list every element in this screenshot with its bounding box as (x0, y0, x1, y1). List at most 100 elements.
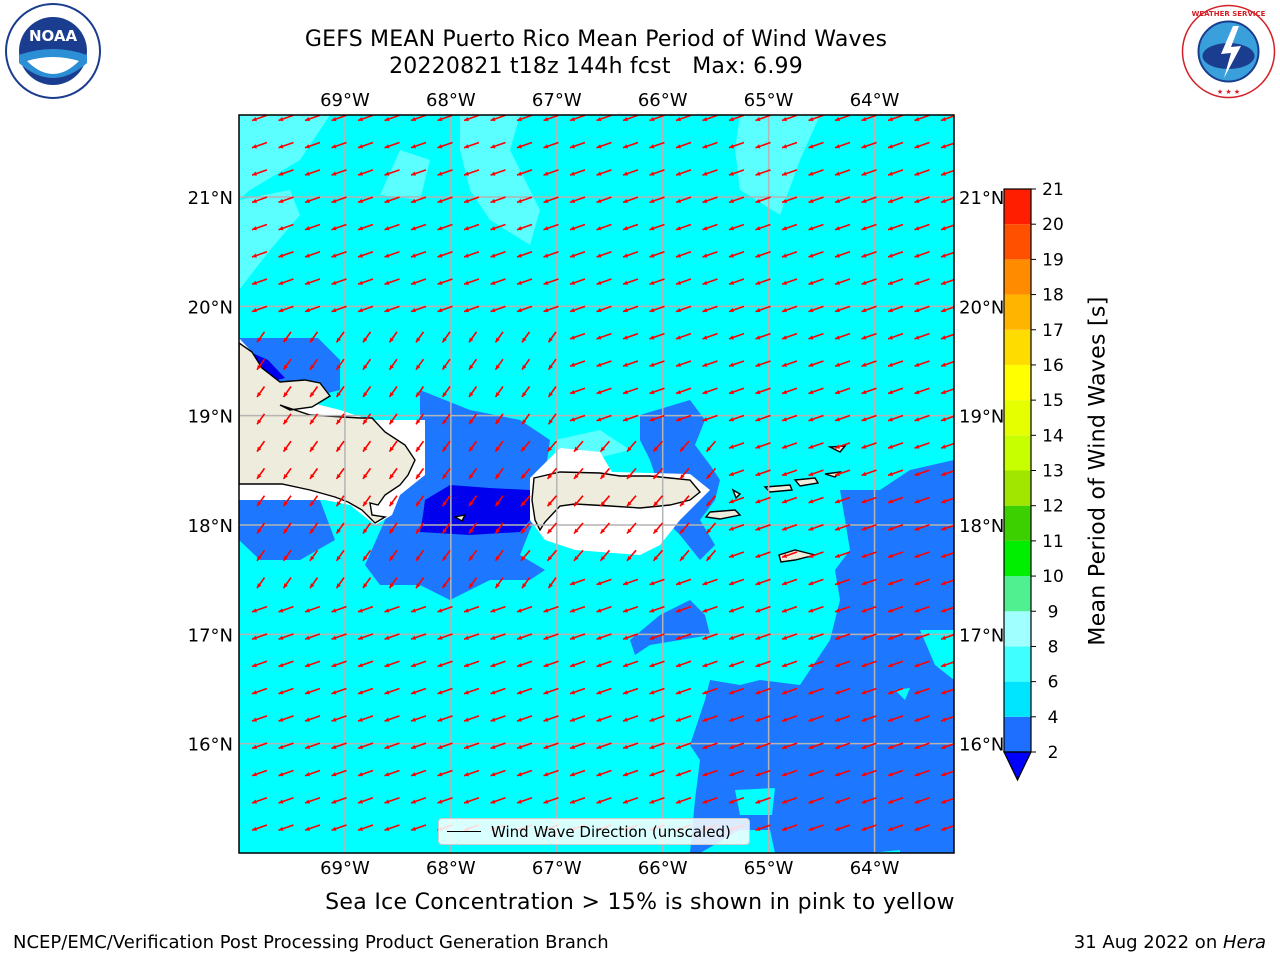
direction-arrow (516, 660, 533, 668)
colorbar-tick-label: 10 (1042, 567, 1064, 587)
direction-arrow (914, 196, 930, 204)
direction-arrow (861, 469, 877, 477)
direction-arrow (282, 495, 292, 507)
direction-arrow (649, 605, 665, 613)
direction-arrow (410, 687, 427, 695)
direction-arrow (543, 305, 559, 313)
direction-arrow (569, 660, 586, 668)
direction-arrow (755, 633, 771, 640)
direction-arrow (278, 278, 294, 286)
direction-arrow (494, 358, 504, 371)
direction-arrow (494, 413, 504, 425)
direction-arrow (861, 414, 877, 422)
direction-arrow (468, 358, 478, 371)
direction-arrow (304, 633, 321, 640)
direction-arrow (728, 332, 745, 340)
direction-arrow (622, 278, 639, 286)
direction-arrow (463, 223, 480, 231)
direction-arrow (861, 360, 877, 367)
direction-arrow (808, 469, 824, 477)
direction-arrow (362, 413, 372, 425)
lon-label-top: 69°W (320, 90, 370, 111)
direction-arrow (331, 169, 347, 176)
direction-arrow (622, 687, 639, 695)
direction-arrow (569, 387, 586, 395)
direction-arrow (304, 169, 321, 176)
direction-arrow (490, 305, 506, 313)
direction-arrow (781, 687, 798, 695)
direction-arrow (437, 687, 453, 695)
direction-arrow (702, 414, 718, 422)
direction-arrow (490, 796, 506, 804)
direction-arrow (415, 358, 425, 371)
colorbar-tick-label: 19 (1042, 250, 1064, 270)
direction-arrow (675, 742, 692, 750)
direction-arrow (781, 169, 798, 176)
direction-arrow (304, 305, 321, 313)
direction-arrow (546, 549, 558, 562)
direction-arrow (569, 141, 586, 149)
direction-arrow (388, 440, 398, 453)
colorbar-tick-label: 15 (1042, 391, 1064, 411)
direction-arrow (652, 549, 664, 562)
direction-arrow (437, 305, 453, 313)
direction-arrow (357, 742, 374, 750)
direction-arrow (702, 660, 718, 668)
direction-arrow (808, 633, 824, 640)
direction-arrow (569, 578, 586, 586)
direction-arrow (463, 605, 480, 613)
direction-arrow (808, 496, 824, 504)
direction-arrow (914, 578, 930, 586)
direction-arrow (569, 414, 586, 422)
direction-arrow (278, 141, 294, 149)
direction-arrow (622, 715, 639, 722)
direction-arrow (861, 196, 877, 204)
direction-arrow (626, 467, 637, 480)
direction-arrow (573, 495, 584, 507)
direction-arrow (362, 331, 372, 343)
direction-arrow (415, 467, 425, 480)
lon-label-bottom: 69°W (320, 858, 370, 879)
direction-arrow (861, 223, 877, 231)
direction-arrow (755, 115, 771, 122)
direction-arrow (384, 115, 400, 122)
direction-arrow (304, 824, 321, 832)
direction-arrow (468, 495, 478, 507)
direction-arrow (887, 414, 904, 422)
direction-arrow (516, 633, 533, 640)
direction-arrow (569, 796, 586, 804)
direction-arrow (781, 469, 798, 477)
direction-arrow (331, 715, 347, 722)
direction-arrow (463, 633, 480, 640)
direction-arrow (415, 495, 425, 507)
direction-arrow (490, 769, 506, 777)
direction-arrow (808, 169, 824, 176)
direction-arrow (388, 331, 398, 343)
direction-arrow (705, 522, 717, 535)
direction-arrow (278, 605, 294, 613)
direction-arrow (675, 715, 692, 722)
direction-arrow (282, 549, 292, 562)
map-frame (238, 114, 955, 854)
direction-arrow (808, 824, 824, 832)
direction-arrow (331, 305, 347, 313)
direction-arrow (622, 578, 639, 586)
direction-arrow (362, 467, 372, 480)
direction-arrow (384, 141, 400, 149)
direction-arrow (410, 196, 427, 204)
direction-arrow (914, 169, 930, 176)
direction-arrow (728, 469, 745, 477)
direction-arrow (304, 141, 321, 149)
direction-arrow (649, 115, 665, 122)
direction-arrow (335, 577, 345, 589)
direction-arrow (679, 467, 690, 480)
direction-arrow (304, 796, 321, 804)
direction-arrow (468, 549, 478, 562)
direction-arrow (914, 551, 930, 559)
direction-arrow (808, 442, 824, 449)
direction-arrow (596, 633, 612, 640)
direction-arrow (547, 577, 557, 589)
direction-arrow (861, 742, 877, 750)
svg-text:★ ★ ★: ★ ★ ★ (1217, 88, 1240, 96)
direction-arrow (490, 715, 506, 722)
